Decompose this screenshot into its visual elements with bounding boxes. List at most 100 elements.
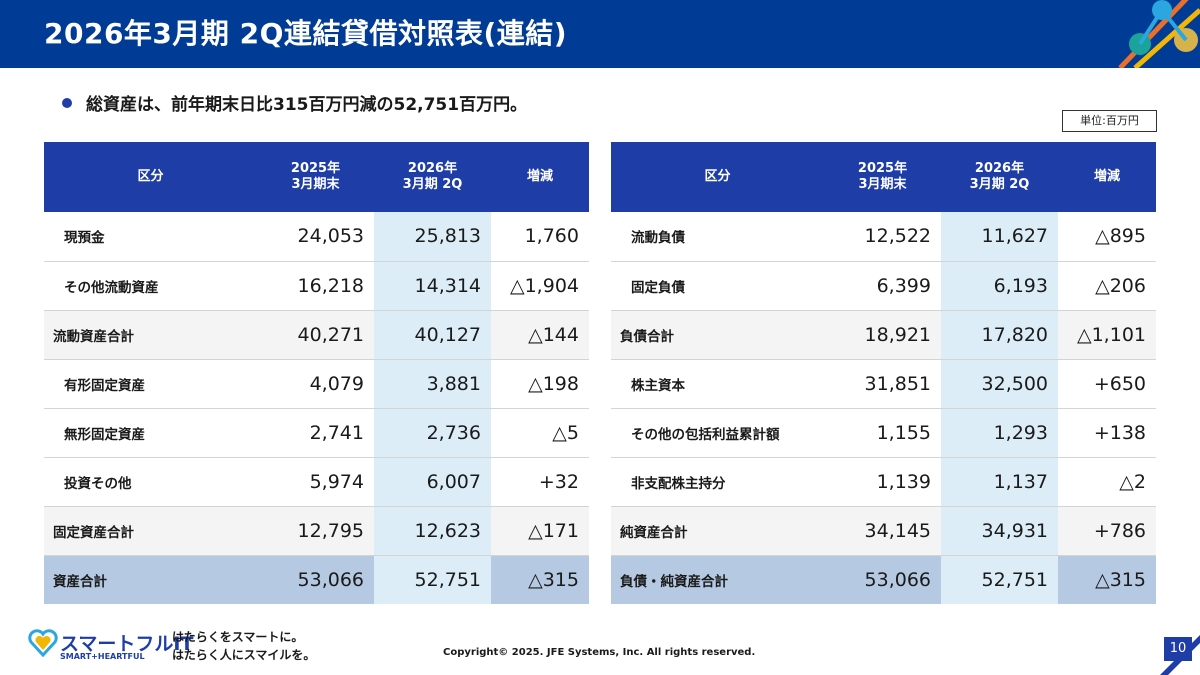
curr-value: 52,751 <box>374 555 491 604</box>
row-label: 負債合計 <box>611 310 824 360</box>
assets-table: 区分 2025年 3月期末 2026年 3月期 2Q 増減 現預金 24,053 2… <box>44 142 589 604</box>
table-row: 固定負債 6,399 6,193 △206 <box>611 261 1156 311</box>
change-value: △315 <box>491 555 589 604</box>
change-value: △1,101 <box>1058 310 1156 360</box>
summary-text: 総資産は、前年期末日比315百万円減の52,751百万円。 <box>86 95 528 115</box>
curr-value: 17,820 <box>941 310 1058 360</box>
curr-value: 3,881 <box>374 359 491 409</box>
brand-tagline: SMART+HEARTFUL <box>60 652 145 661</box>
curr-value: 2,736 <box>374 408 491 458</box>
heart-logo-icon <box>28 629 58 658</box>
table-row: 投資その他 5,974 6,007 +32 <box>44 457 589 507</box>
curr-value: 6,193 <box>941 261 1058 311</box>
slide-header: 2026年3月期 2Q連結貸借対照表(連結) <box>0 0 1200 68</box>
curr-value: 12,623 <box>374 506 491 556</box>
subtotal-row: 流動資産合計 40,271 40,127 △144 <box>44 310 589 360</box>
table-row: 有形固定資産 4,079 3,881 △198 <box>44 359 589 409</box>
row-label: 純資産合計 <box>611 506 824 556</box>
prev-value: 4,079 <box>257 359 374 409</box>
unit-label: 単位:百万円 <box>1062 110 1157 132</box>
change-value: △198 <box>491 359 589 409</box>
header-change: 増減 <box>491 142 589 212</box>
prev-value: 24,053 <box>257 212 374 262</box>
bullet-icon <box>62 98 72 108</box>
curr-value: 1,137 <box>941 457 1058 507</box>
table-header-row: 区分 2025年 3月期末 2026年 3月期 2Q 増減 <box>44 142 589 212</box>
curr-value: 1,293 <box>941 408 1058 458</box>
curr-value: 25,813 <box>374 212 491 262</box>
total-row: 資産合計 53,066 52,751 △315 <box>44 555 589 604</box>
prev-value: 1,139 <box>824 457 941 507</box>
prev-value: 2,741 <box>257 408 374 458</box>
curr-value: 6,007 <box>374 457 491 507</box>
header-change: 増減 <box>1058 142 1156 212</box>
row-label: その他の包括利益累計額 <box>611 408 824 458</box>
header-category: 区分 <box>44 142 257 212</box>
prev-value: 40,271 <box>257 310 374 360</box>
table-row: 非支配株主持分 1,139 1,137 △2 <box>611 457 1156 507</box>
change-value: +138 <box>1058 408 1156 458</box>
curr-value: 34,931 <box>941 506 1058 556</box>
summary-bullet: 総資産は、前年期末日比315百万円減の52,751百万円。 <box>62 90 527 115</box>
change-value: +786 <box>1058 506 1156 556</box>
copyright-text: Copyright© 2025. JFE Systems, Inc. All r… <box>443 647 756 658</box>
header-prev-period: 2025年 3月期末 <box>824 142 941 212</box>
curr-value: 11,627 <box>941 212 1058 262</box>
row-label: その他流動資産 <box>44 261 257 311</box>
brand-logo-text: スマートフルIT <box>60 633 194 655</box>
row-label: 無形固定資産 <box>44 408 257 458</box>
subtotal-row: 負債合計 18,921 17,820 △1,101 <box>611 310 1156 360</box>
prev-value: 34,145 <box>824 506 941 556</box>
change-value: △171 <box>491 506 589 556</box>
curr-value: 40,127 <box>374 310 491 360</box>
header-curr-period: 2026年 3月期 2Q <box>941 142 1058 212</box>
change-value: △206 <box>1058 261 1156 311</box>
change-value: +32 <box>491 457 589 507</box>
header-prev-period: 2025年 3月期末 <box>257 142 374 212</box>
row-label: 流動資産合計 <box>44 310 257 360</box>
table-row: 流動負債 12,522 11,627 △895 <box>611 212 1156 262</box>
row-label: 負債・純資産合計 <box>611 555 824 604</box>
change-value: △144 <box>491 310 589 360</box>
prev-value: 6,399 <box>824 261 941 311</box>
table-row: その他流動資産 16,218 14,314 △1,904 <box>44 261 589 311</box>
prev-value: 53,066 <box>824 555 941 604</box>
curr-value: 32,500 <box>941 359 1058 409</box>
subtotal-row: 固定資産合計 12,795 12,623 △171 <box>44 506 589 556</box>
header-curr-period: 2026年 3月期 2Q <box>374 142 491 212</box>
total-row: 負債・純資産合計 53,066 52,751 △315 <box>611 555 1156 604</box>
decorative-network-graphic <box>1118 0 1200 68</box>
liabilities-table: 区分 2025年 3月期末 2026年 3月期 2Q 増減 流動負債 12,522 … <box>611 142 1156 604</box>
prev-value: 12,795 <box>257 506 374 556</box>
page-number: 10 <box>1164 637 1192 661</box>
change-value: △1,904 <box>491 261 589 311</box>
prev-value: 1,155 <box>824 408 941 458</box>
change-value: +650 <box>1058 359 1156 409</box>
prev-value: 12,522 <box>824 212 941 262</box>
table-row: 無形固定資産 2,741 2,736 △5 <box>44 408 589 458</box>
slogan-line-2: はたらく人にスマイルを。 <box>172 648 316 662</box>
table-row: 現預金 24,053 25,813 1,760 <box>44 212 589 262</box>
row-label: 流動負債 <box>611 212 824 262</box>
slogan: はたらくをスマートに。 はたらく人にスマイルを。 <box>172 628 315 664</box>
change-value: △315 <box>1058 555 1156 604</box>
table-row: その他の包括利益累計額 1,155 1,293 +138 <box>611 408 1156 458</box>
row-label: 非支配株主持分 <box>611 457 824 507</box>
row-label: 資産合計 <box>44 555 257 604</box>
prev-value: 31,851 <box>824 359 941 409</box>
prev-value: 18,921 <box>824 310 941 360</box>
row-label: 固定負債 <box>611 261 824 311</box>
slogan-line-1: はたらくをスマートに。 <box>172 630 304 644</box>
table-row: 株主資本 31,851 32,500 +650 <box>611 359 1156 409</box>
table-header-row: 区分 2025年 3月期末 2026年 3月期 2Q 増減 <box>611 142 1156 212</box>
row-label: 株主資本 <box>611 359 824 409</box>
change-value: △895 <box>1058 212 1156 262</box>
curr-value: 14,314 <box>374 261 491 311</box>
prev-value: 16,218 <box>257 261 374 311</box>
subtotal-row: 純資産合計 34,145 34,931 +786 <box>611 506 1156 556</box>
header-category: 区分 <box>611 142 824 212</box>
change-value: △5 <box>491 408 589 458</box>
change-value: 1,760 <box>491 212 589 262</box>
change-value: △2 <box>1058 457 1156 507</box>
curr-value: 52,751 <box>941 555 1058 604</box>
